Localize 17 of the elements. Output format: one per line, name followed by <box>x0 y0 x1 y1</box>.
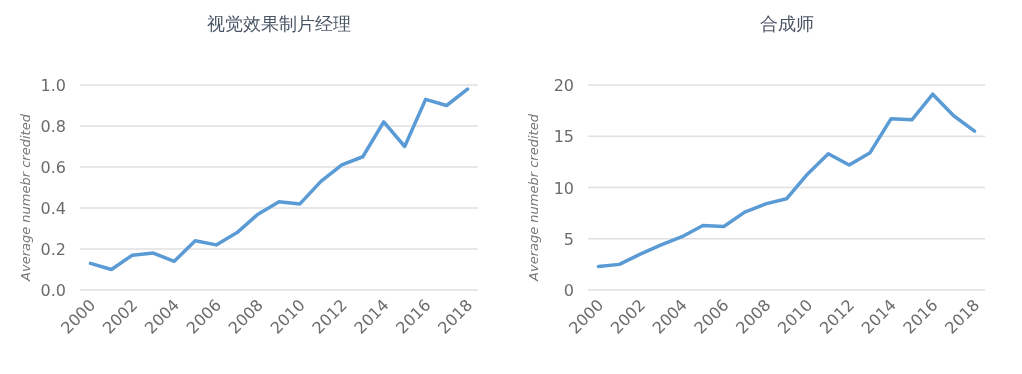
line-series <box>88 87 470 272</box>
y-tick-label: 0 <box>563 281 574 300</box>
y-tick-label: 15 <box>553 127 574 147</box>
y-tick-label: 1.0 <box>40 76 66 95</box>
y-axis-title: Average numebr credited <box>526 113 541 282</box>
chart-title: 合成师 <box>759 13 814 34</box>
y-tick-label: 0.4 <box>40 199 66 218</box>
y-axis-title: Average numebr credited <box>18 113 33 282</box>
y-tick-label: 0.2 <box>40 240 66 259</box>
y-tick-label: 5 <box>563 229 574 249</box>
y-tick-label: 0.6 <box>40 158 66 177</box>
chart-title: 视觉效果制片经理 <box>207 13 351 34</box>
y-tick-label: 10 <box>553 178 574 198</box>
line-series <box>596 92 977 269</box>
y-tick-label: 0.8 <box>40 117 66 136</box>
y-tick-label: 20 <box>553 76 574 95</box>
y-tick-label: 0.0 <box>40 281 66 300</box>
